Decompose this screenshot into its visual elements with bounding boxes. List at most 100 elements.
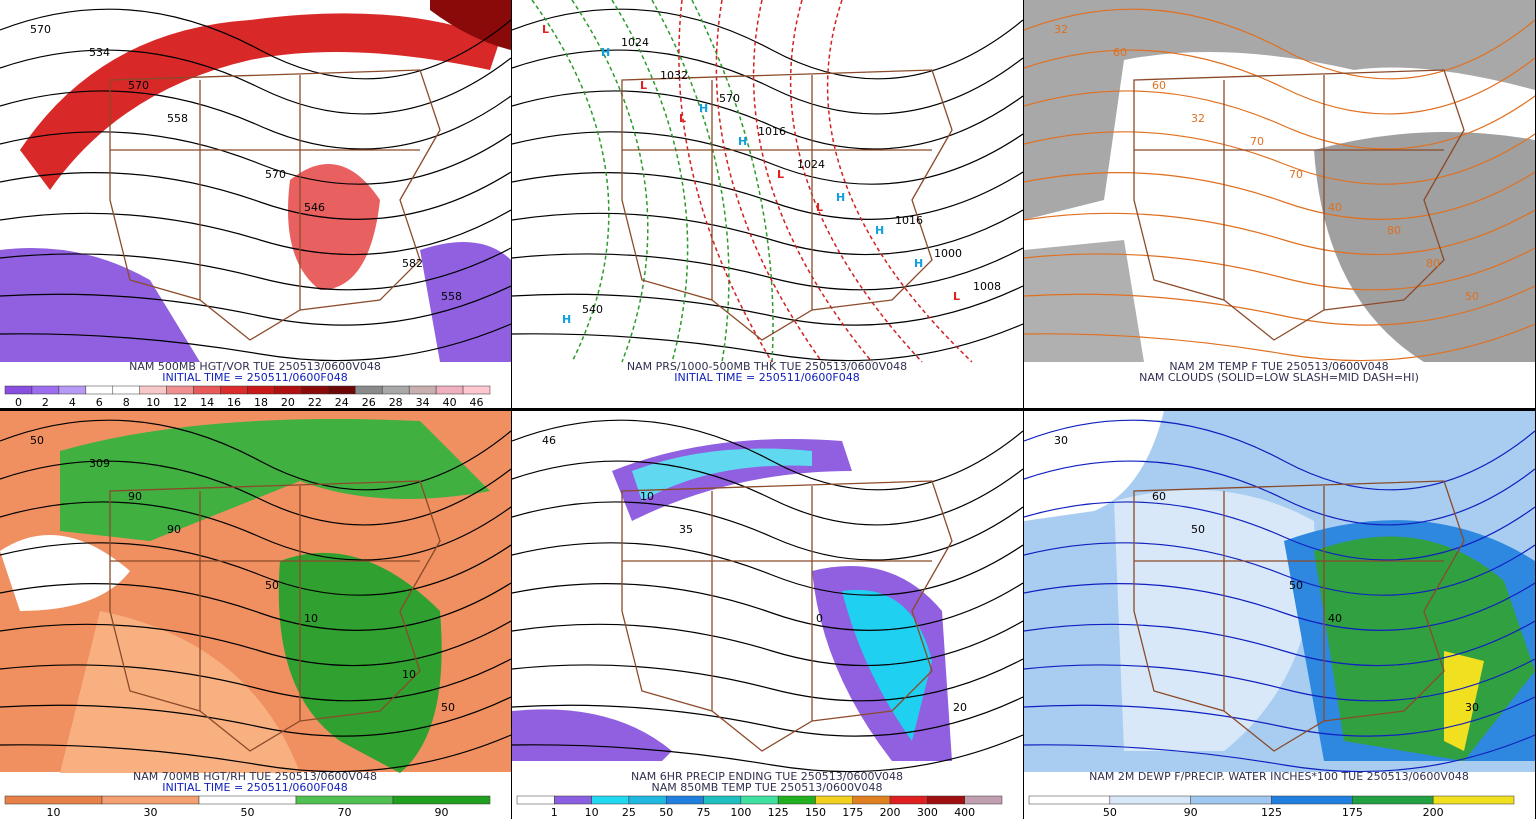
contour — [0, 734, 511, 773]
map-label: 50 — [1465, 290, 1479, 303]
colorbar-swatch — [328, 385, 356, 395]
map-label: 1024 — [797, 158, 825, 171]
map-label: 80 — [1426, 257, 1440, 270]
colorbar-swatch — [31, 385, 60, 395]
map-label: H — [699, 102, 708, 115]
colorbar-swatch — [112, 385, 140, 395]
colorbar-label: 10 — [47, 806, 61, 819]
contour — [0, 49, 511, 115]
colorbar-swatch — [4, 385, 33, 395]
map-label: 10 — [304, 612, 318, 625]
contour — [512, 171, 1023, 220]
colorbar-swatch — [4, 795, 103, 805]
borders — [1133, 69, 1465, 341]
contour — [512, 542, 1023, 596]
map-label: 1016 — [758, 125, 786, 138]
map-label: 558 — [167, 112, 188, 125]
colorbar-swatch — [301, 385, 329, 395]
contour — [1024, 542, 1535, 596]
contour — [512, 209, 1023, 256]
map-label: 582 — [402, 257, 423, 270]
caption: INITIAL TIME = 250511/0600F048 — [674, 371, 859, 384]
contour — [512, 90, 1023, 150]
contour — [512, 131, 1023, 185]
contour — [1024, 171, 1535, 220]
map-label: 32 — [1191, 112, 1205, 125]
contour — [1024, 460, 1535, 526]
contour — [512, 501, 1023, 561]
map-field — [420, 242, 511, 362]
colorbar-label: 24 — [335, 396, 349, 408]
contour — [512, 734, 1023, 773]
map-label: 1016 — [895, 214, 923, 227]
colorbar-label: 125 — [768, 806, 789, 819]
map-label: H — [914, 257, 923, 270]
map-label: H — [875, 224, 884, 237]
contour — [0, 620, 511, 667]
map-label: L — [542, 23, 549, 36]
map-label: 50 — [30, 434, 44, 447]
panel-svg: 30 50 40 30 60 50 NAM 2M DEWP F/PRECIP. WATER … — [1024, 411, 1535, 819]
colorbar-label: 70 — [338, 806, 352, 819]
map-label: 40 — [1328, 612, 1342, 625]
map-label: L — [953, 290, 960, 303]
map-label: L — [640, 79, 647, 92]
contour — [1024, 131, 1535, 185]
map-label: 558 — [441, 290, 462, 303]
colorbar-swatch — [554, 795, 592, 805]
colorbar-label: 400 — [954, 806, 975, 819]
colorbar-swatch — [852, 795, 891, 805]
map-label: H — [836, 191, 845, 204]
colorbar-label: 16 — [227, 396, 241, 408]
colorbar-label: 200 — [1423, 806, 1444, 819]
colorbar-label: 8 — [123, 396, 130, 408]
colorbar-swatch — [1190, 795, 1272, 805]
map-label: 70 — [1289, 168, 1303, 181]
colorbar-label: 150 — [805, 806, 826, 819]
colorbar-swatch — [166, 385, 194, 395]
thickness-line — [531, 0, 610, 363]
colorbar-swatch — [1432, 795, 1515, 805]
map-label: 1000 — [934, 247, 962, 260]
map-label: 32 — [1054, 23, 1068, 36]
map-label: 20 — [953, 701, 967, 714]
colorbar-label: 1 — [551, 806, 558, 819]
panel-svg: 50 90 10 50 90 50 10 309 NAM 700MB HGT/RH TUE 25… — [0, 411, 511, 819]
contour — [0, 209, 511, 256]
thickness-line — [826, 0, 973, 363]
colorbar-label: 200 — [880, 806, 901, 819]
colorbar-label: 4 — [69, 396, 76, 408]
map-label: H — [601, 46, 610, 59]
colorbar-swatch — [220, 385, 248, 395]
colorbar-swatch — [927, 795, 965, 805]
thickness-line — [571, 0, 649, 363]
colorbar-swatch — [703, 795, 742, 805]
colorbar-label: 300 — [917, 806, 938, 819]
map-field — [632, 448, 812, 501]
thickness-line — [789, 0, 923, 363]
panel-svg: 46 35 0 20 10 NAM 6HR PRECIP ENDING TUE 25051… — [512, 411, 1023, 819]
map-label: 60 — [1152, 79, 1166, 92]
map-label: 50 — [1191, 523, 1205, 536]
thickness-line — [678, 0, 773, 363]
panel-svg: 570 558 546 558 570 570 582 534 NAM 500MB HGT/VO… — [0, 0, 511, 408]
contour — [1024, 658, 1535, 702]
map-label: 546 — [304, 201, 325, 214]
caption: NAM PRS/1000-500MB THK TUE 250513/0600V0… — [627, 360, 907, 373]
colorbar-label: 175 — [1342, 806, 1363, 819]
colorbar-swatch — [1109, 795, 1191, 805]
contour — [0, 8, 511, 80]
map-label: 540 — [582, 303, 603, 316]
contour — [1024, 734, 1535, 773]
map-label: L — [679, 112, 686, 125]
map-field — [1314, 536, 1535, 761]
contour — [0, 285, 511, 326]
map-label: 70 — [1250, 135, 1264, 148]
colorbar-swatch — [101, 795, 200, 805]
map-field — [0, 248, 200, 362]
contour — [0, 582, 511, 631]
colorbar-label: 50 — [241, 806, 255, 819]
contour — [1024, 582, 1535, 631]
caption: INITIAL TIME = 250511/0600F048 — [162, 371, 347, 384]
